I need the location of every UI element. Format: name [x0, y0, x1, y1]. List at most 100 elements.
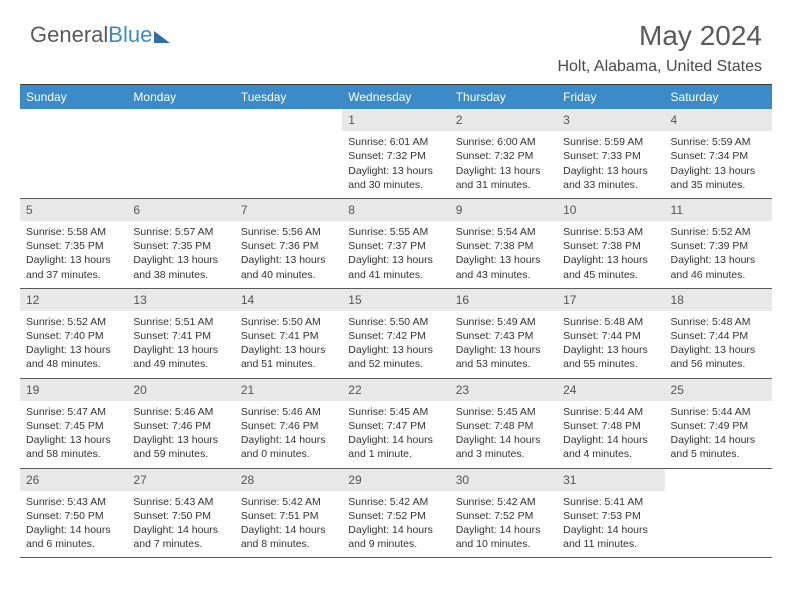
day-info: Sunrise: 5:42 AMSunset: 7:52 PMDaylight:… [342, 491, 449, 558]
day-number: 9 [450, 199, 557, 221]
sunrise-text: Sunrise: 5:48 AM [671, 315, 766, 329]
day-number: 25 [665, 379, 772, 401]
daylight-text: Daylight: 14 hours and 5 minutes. [671, 433, 766, 461]
sunset-text: Sunset: 7:38 PM [563, 239, 658, 253]
daylight-text: Daylight: 14 hours and 10 minutes. [456, 523, 551, 551]
day-info: Sunrise: 5:59 AMSunset: 7:34 PMDaylight:… [665, 131, 772, 198]
calendar-week: 26Sunrise: 5:43 AMSunset: 7:50 PMDayligh… [20, 469, 772, 559]
day-info: Sunrise: 5:42 AMSunset: 7:51 PMDaylight:… [235, 491, 342, 558]
daylight-text: Daylight: 14 hours and 7 minutes. [133, 523, 228, 551]
day-number: 26 [20, 469, 127, 491]
sunset-text: Sunset: 7:33 PM [563, 149, 658, 163]
calendar-cell: 18Sunrise: 5:48 AMSunset: 7:44 PMDayligh… [665, 289, 772, 378]
sunset-text: Sunset: 7:41 PM [133, 329, 228, 343]
sunset-text: Sunset: 7:41 PM [241, 329, 336, 343]
day-info: Sunrise: 5:44 AMSunset: 7:48 PMDaylight:… [557, 401, 664, 468]
daylight-text: Daylight: 13 hours and 30 minutes. [348, 164, 443, 192]
daylight-text: Daylight: 13 hours and 52 minutes. [348, 343, 443, 371]
dow-sunday: Sunday [20, 85, 127, 109]
day-number [665, 469, 772, 475]
sunset-text: Sunset: 7:32 PM [456, 149, 551, 163]
day-number: 12 [20, 289, 127, 311]
sunset-text: Sunset: 7:50 PM [133, 509, 228, 523]
day-number [127, 109, 234, 115]
sunrise-text: Sunrise: 5:43 AM [26, 495, 121, 509]
brand-logo: GeneralBlue [30, 22, 170, 48]
sunrise-text: Sunrise: 6:01 AM [348, 135, 443, 149]
sunrise-text: Sunrise: 5:44 AM [563, 405, 658, 419]
day-number: 28 [235, 469, 342, 491]
day-info: Sunrise: 6:00 AMSunset: 7:32 PMDaylight:… [450, 131, 557, 198]
calendar-week: 5Sunrise: 5:58 AMSunset: 7:35 PMDaylight… [20, 199, 772, 289]
calendar-cell: 13Sunrise: 5:51 AMSunset: 7:41 PMDayligh… [127, 289, 234, 378]
sunset-text: Sunset: 7:39 PM [671, 239, 766, 253]
calendar-cell: 15Sunrise: 5:50 AMSunset: 7:42 PMDayligh… [342, 289, 449, 378]
sunrise-text: Sunrise: 5:50 AM [241, 315, 336, 329]
sunrise-text: Sunrise: 5:52 AM [26, 315, 121, 329]
sunrise-text: Sunrise: 5:43 AM [133, 495, 228, 509]
sunset-text: Sunset: 7:48 PM [563, 419, 658, 433]
calendar-cell [127, 109, 234, 198]
daylight-text: Daylight: 13 hours and 59 minutes. [133, 433, 228, 461]
calendar-cell: 7Sunrise: 5:56 AMSunset: 7:36 PMDaylight… [235, 199, 342, 288]
sunset-text: Sunset: 7:52 PM [348, 509, 443, 523]
sunrise-text: Sunrise: 5:50 AM [348, 315, 443, 329]
calendar-cell: 20Sunrise: 5:46 AMSunset: 7:46 PMDayligh… [127, 379, 234, 468]
sunrise-text: Sunrise: 5:52 AM [671, 225, 766, 239]
sunrise-text: Sunrise: 5:54 AM [456, 225, 551, 239]
sunset-text: Sunset: 7:32 PM [348, 149, 443, 163]
day-info: Sunrise: 5:52 AMSunset: 7:40 PMDaylight:… [20, 311, 127, 378]
day-info: Sunrise: 6:01 AMSunset: 7:32 PMDaylight:… [342, 131, 449, 198]
sunrise-text: Sunrise: 5:59 AM [563, 135, 658, 149]
calendar: Sunday Monday Tuesday Wednesday Thursday… [20, 84, 772, 558]
day-info: Sunrise: 5:58 AMSunset: 7:35 PMDaylight:… [20, 221, 127, 288]
calendar-cell: 1Sunrise: 6:01 AMSunset: 7:32 PMDaylight… [342, 109, 449, 198]
day-info: Sunrise: 5:47 AMSunset: 7:45 PMDaylight:… [20, 401, 127, 468]
calendar-cell: 3Sunrise: 5:59 AMSunset: 7:33 PMDaylight… [557, 109, 664, 198]
sunset-text: Sunset: 7:46 PM [133, 419, 228, 433]
sunrise-text: Sunrise: 5:56 AM [241, 225, 336, 239]
sunset-text: Sunset: 7:36 PM [241, 239, 336, 253]
day-info: Sunrise: 5:41 AMSunset: 7:53 PMDaylight:… [557, 491, 664, 558]
daylight-text: Daylight: 14 hours and 6 minutes. [26, 523, 121, 551]
sunset-text: Sunset: 7:38 PM [456, 239, 551, 253]
sunrise-text: Sunrise: 5:45 AM [456, 405, 551, 419]
calendar-cell: 22Sunrise: 5:45 AMSunset: 7:47 PMDayligh… [342, 379, 449, 468]
day-info: Sunrise: 5:52 AMSunset: 7:39 PMDaylight:… [665, 221, 772, 288]
sunrise-text: Sunrise: 5:51 AM [133, 315, 228, 329]
calendar-cell: 4Sunrise: 5:59 AMSunset: 7:34 PMDaylight… [665, 109, 772, 198]
day-info: Sunrise: 5:46 AMSunset: 7:46 PMDaylight:… [235, 401, 342, 468]
day-info: Sunrise: 5:45 AMSunset: 7:48 PMDaylight:… [450, 401, 557, 468]
sunrise-text: Sunrise: 5:59 AM [671, 135, 766, 149]
day-number: 15 [342, 289, 449, 311]
daylight-text: Daylight: 13 hours and 31 minutes. [456, 164, 551, 192]
daylight-text: Daylight: 13 hours and 55 minutes. [563, 343, 658, 371]
calendar-cell: 27Sunrise: 5:43 AMSunset: 7:50 PMDayligh… [127, 469, 234, 558]
day-number: 22 [342, 379, 449, 401]
sunset-text: Sunset: 7:48 PM [456, 419, 551, 433]
calendar-cell: 19Sunrise: 5:47 AMSunset: 7:45 PMDayligh… [20, 379, 127, 468]
daylight-text: Daylight: 14 hours and 0 minutes. [241, 433, 336, 461]
day-info: Sunrise: 5:50 AMSunset: 7:41 PMDaylight:… [235, 311, 342, 378]
daylight-text: Daylight: 13 hours and 46 minutes. [671, 253, 766, 281]
sunset-text: Sunset: 7:49 PM [671, 419, 766, 433]
dow-saturday: Saturday [665, 85, 772, 109]
day-info: Sunrise: 5:59 AMSunset: 7:33 PMDaylight:… [557, 131, 664, 198]
sunrise-text: Sunrise: 5:49 AM [456, 315, 551, 329]
daylight-text: Daylight: 14 hours and 9 minutes. [348, 523, 443, 551]
day-info: Sunrise: 5:43 AMSunset: 7:50 PMDaylight:… [20, 491, 127, 558]
dow-monday: Monday [127, 85, 234, 109]
day-number: 31 [557, 469, 664, 491]
daylight-text: Daylight: 13 hours and 43 minutes. [456, 253, 551, 281]
sunrise-text: Sunrise: 5:58 AM [26, 225, 121, 239]
dow-tuesday: Tuesday [235, 85, 342, 109]
day-info: Sunrise: 5:53 AMSunset: 7:38 PMDaylight:… [557, 221, 664, 288]
daylight-text: Daylight: 13 hours and 40 minutes. [241, 253, 336, 281]
sunrise-text: Sunrise: 5:45 AM [348, 405, 443, 419]
day-number: 2 [450, 109, 557, 131]
day-number: 29 [342, 469, 449, 491]
sunrise-text: Sunrise: 5:42 AM [456, 495, 551, 509]
calendar-cell: 26Sunrise: 5:43 AMSunset: 7:50 PMDayligh… [20, 469, 127, 558]
day-info: Sunrise: 5:46 AMSunset: 7:46 PMDaylight:… [127, 401, 234, 468]
calendar-cell: 25Sunrise: 5:44 AMSunset: 7:49 PMDayligh… [665, 379, 772, 468]
